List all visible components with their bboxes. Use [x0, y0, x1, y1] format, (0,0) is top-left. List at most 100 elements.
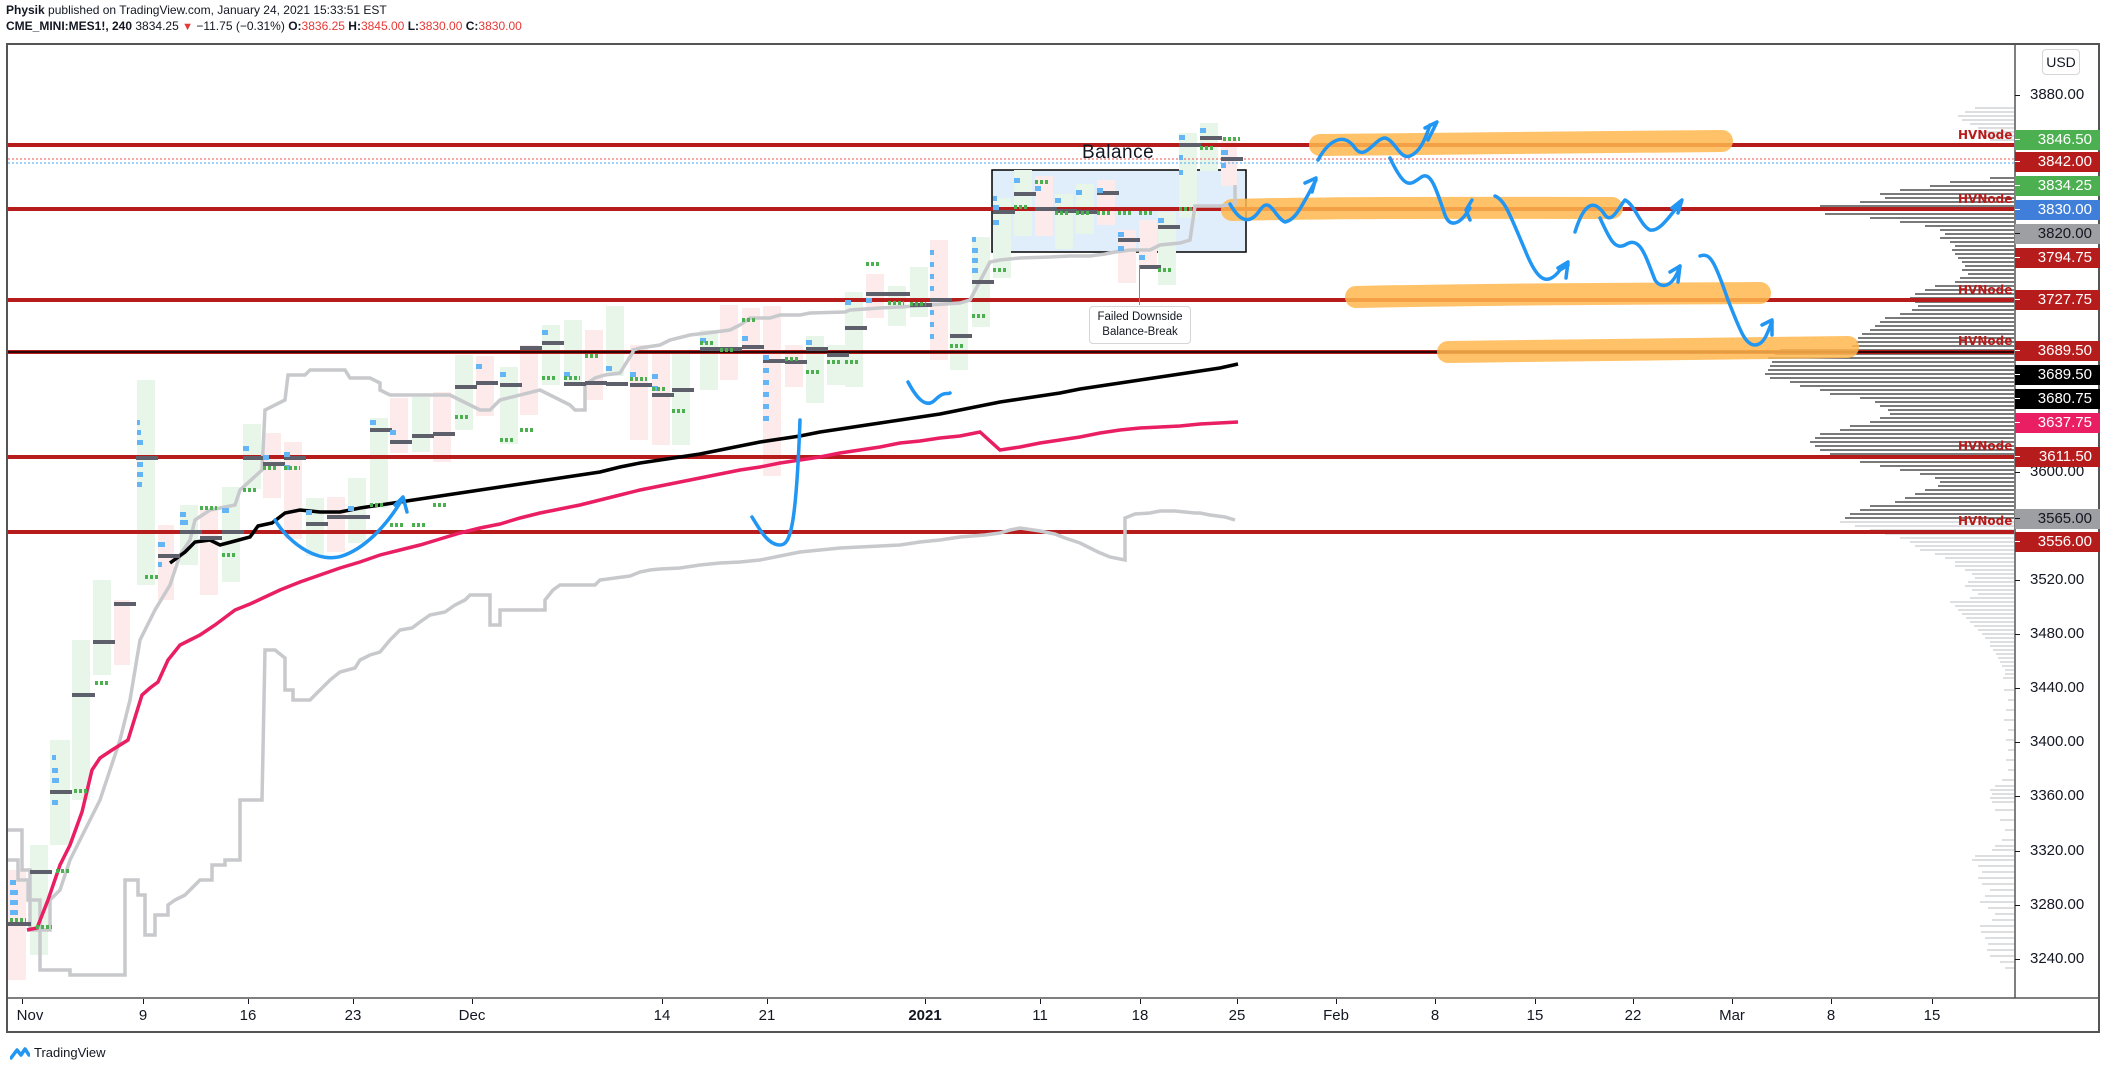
tick	[2015, 851, 2020, 852]
price-tag-high: 3846.50	[2015, 130, 2100, 150]
footer-brand[interactable]: TradingView	[10, 1045, 106, 1060]
price-tag-hvnode: 3611.50	[2015, 447, 2100, 467]
x-tick-label: Nov	[16, 1007, 44, 1024]
price-tag-hvnode: 3794.75	[2015, 248, 2100, 268]
vwap-pink-line	[26, 420, 1239, 932]
y-tick-label: 3880.00	[2030, 86, 2085, 103]
tick	[143, 999, 144, 1004]
tick	[1237, 999, 1238, 1004]
y-tick-label: 3320.00	[2030, 842, 2085, 859]
price-change: −11.75 (−0.31%)	[196, 19, 285, 33]
hvnode-label: HVNode	[1958, 283, 2013, 297]
chart-header: Physik published on TradingView.com, Jan…	[6, 2, 522, 35]
x-tick-label: 9	[138, 1007, 148, 1024]
tick	[1831, 999, 1832, 1004]
tick	[1336, 999, 1337, 1004]
green-poc-markers	[10, 137, 1240, 929]
price-tag-ma: 3680.75	[2015, 389, 2100, 409]
close-value: 3830.00	[478, 19, 522, 33]
open-value: 3836.25	[301, 19, 345, 33]
high-value: 3845.00	[360, 19, 405, 33]
tick	[767, 999, 768, 1004]
tick	[2015, 634, 2020, 635]
triangle-down-icon: ▼	[182, 21, 193, 33]
price-tag-ma: 3689.50	[2015, 365, 2100, 385]
x-tick-label: 25	[1228, 1007, 1246, 1024]
price-tag-hvnode: 3556.00	[2015, 532, 2100, 552]
tick	[2015, 472, 2020, 473]
moving-average-line	[168, 362, 1239, 565]
publish-line: Physik published on TradingView.com, Jan…	[6, 2, 522, 18]
x-tick-label: Dec	[458, 1007, 486, 1024]
open-label: O:	[288, 19, 302, 33]
y-tick-label: 3480.00	[2030, 625, 2085, 642]
y-tick-label: 3600.00	[2030, 463, 2085, 480]
failed-breakdown-note[interactable]: Failed Downside Balance-Break	[1089, 306, 1191, 344]
tick	[2015, 580, 2020, 581]
x-tick-label: 11	[1032, 1007, 1048, 1024]
price-tag-hvnode: 3689.50	[2015, 341, 2100, 361]
tick	[22, 999, 23, 1004]
tick	[2015, 688, 2020, 689]
hvnode-label: HVNode	[1958, 128, 2013, 142]
price-tag-hvnode: 3727.75	[2015, 290, 2100, 310]
low-label: L:	[407, 19, 420, 33]
close-label: C:	[465, 19, 479, 33]
x-tick-label: 2021	[908, 1007, 942, 1024]
tick	[1732, 999, 1733, 1004]
last-price: 3834.25	[135, 19, 179, 33]
price-tag-current: 3830.00	[2015, 200, 2100, 220]
chart-frame	[6, 43, 2100, 1033]
x-tick-label: 21	[758, 1007, 776, 1024]
x-tick-label: 18	[1131, 1007, 1149, 1024]
candle-volume-ticks	[10, 128, 1228, 915]
note-line-2: Balance-Break	[1102, 326, 1178, 338]
x-tick-label: 8	[1430, 1007, 1440, 1024]
tick	[2015, 905, 2020, 906]
tick	[248, 999, 249, 1004]
author-name[interactable]: Physik	[6, 3, 45, 17]
brand-name: TradingView	[34, 1045, 106, 1060]
tick	[2015, 95, 2020, 96]
tick	[1633, 999, 1634, 1004]
x-tick-label: 16	[239, 1007, 257, 1024]
tick	[1932, 999, 1933, 1004]
x-tick-label: 8	[1826, 1007, 1836, 1024]
price-tag-value-area-low: 3565.00	[2015, 509, 2100, 529]
hvnode-label: HVNode	[1958, 334, 2013, 348]
x-tick-label: 15	[1526, 1007, 1544, 1024]
x-tick-label: 15	[1923, 1007, 1941, 1024]
x-tick-label: 14	[653, 1007, 671, 1024]
tick	[662, 999, 663, 1004]
tick	[1535, 999, 1536, 1004]
balance-annotation[interactable]: Balance	[1082, 142, 1155, 163]
price-tag-vwap: 3637.75	[2015, 413, 2100, 433]
candle-pocs	[8, 136, 1243, 926]
y-tick-label: 3240.00	[2030, 950, 2085, 967]
price-tag-prior-close: 3842.00	[2015, 152, 2100, 172]
currency-button[interactable]: USD	[2042, 49, 2080, 75]
x-tick-label: 22	[1624, 1007, 1642, 1024]
note-connector	[1139, 265, 1140, 305]
hvnode-label: HVNode	[1958, 439, 2013, 453]
y-tick-label: 3360.00	[2030, 787, 2085, 804]
tick	[353, 999, 354, 1004]
drawn-arrows[interactable]	[273, 120, 1774, 560]
hvnode-label: HVNode	[1958, 192, 2013, 206]
tick	[2015, 796, 2020, 797]
x-tick-label: Feb	[1323, 1007, 1349, 1024]
tick	[925, 999, 926, 1004]
y-tick-label: 3400.00	[2030, 733, 2085, 750]
tick	[1435, 999, 1436, 1004]
symbol-label[interactable]: CME_MINI:MES1!, 240	[6, 19, 133, 33]
x-tick-label: Mar	[1719, 1007, 1745, 1024]
tick	[1140, 999, 1141, 1004]
price-tag-last: 3834.25	[2015, 176, 2100, 196]
y-tick-label: 3440.00	[2030, 679, 2085, 696]
publish-info: published on TradingView.com, January 24…	[48, 3, 387, 17]
tradingview-logo-icon	[10, 1046, 30, 1060]
hvnode-label: HVNode	[1958, 514, 2013, 528]
y-tick-label: 3280.00	[2030, 896, 2085, 913]
legend-line: CME_MINI:MES1!, 240 3834.25 ▼ −11.75 (−0…	[6, 18, 522, 35]
